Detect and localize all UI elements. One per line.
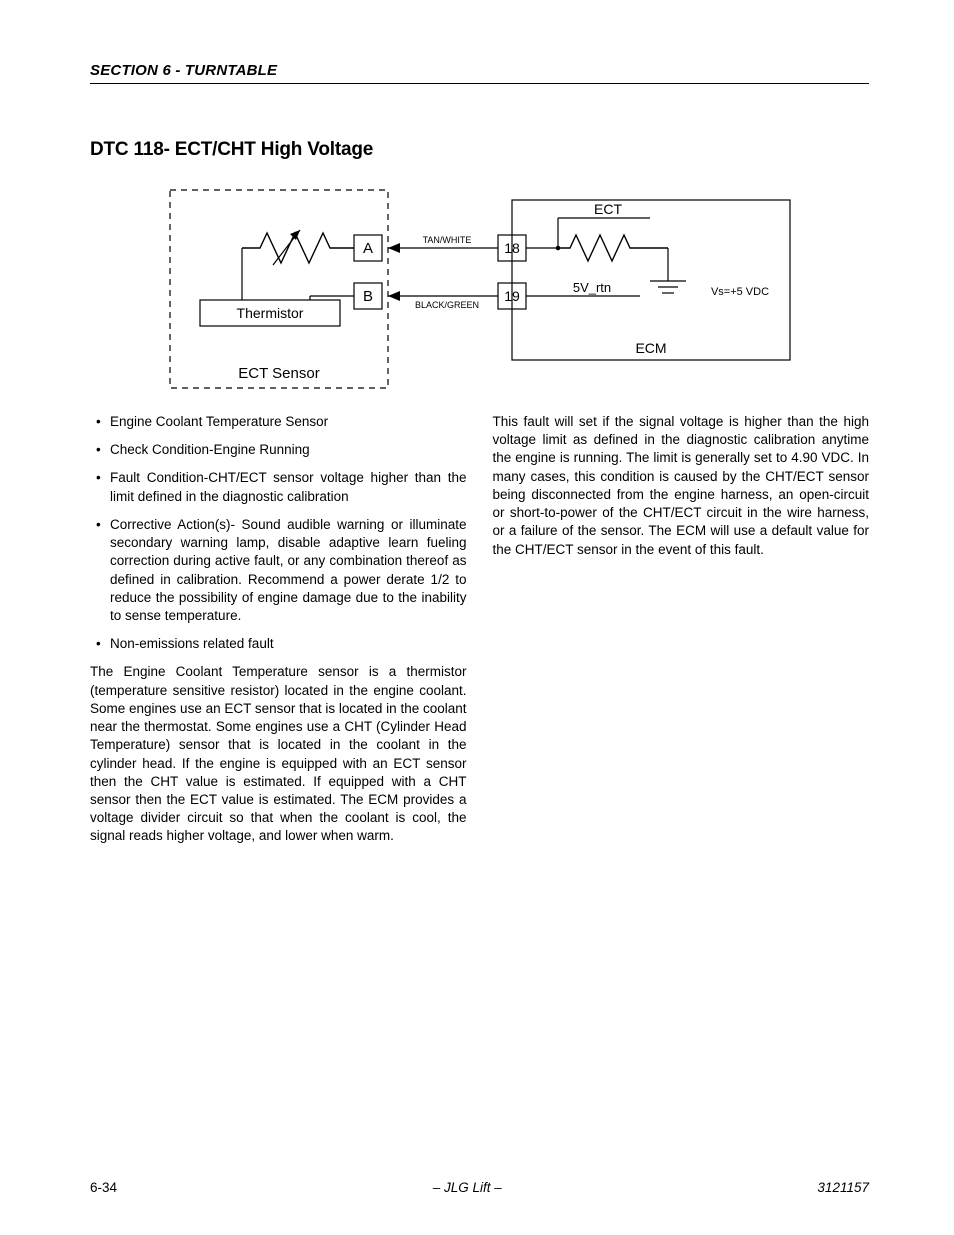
list-item: Engine Coolant Temperature Sensor bbox=[110, 413, 467, 431]
vs-label: Vs=+5 VDC bbox=[710, 286, 768, 298]
list-item: Non-emissions related fault bbox=[110, 635, 467, 653]
circuit-diagram: Thermistor ECT Sensor A B TAN/WHI bbox=[160, 185, 800, 395]
pin-b-label: B bbox=[362, 288, 372, 305]
list-item: Check Condition-Engine Running bbox=[110, 441, 467, 459]
right-column: This fault will set if the signal voltag… bbox=[493, 413, 870, 846]
footer-center: – JLG Lift – bbox=[433, 1180, 502, 1195]
page: SECTION 6 - TURNTABLE DTC 118- ECT/CHT H… bbox=[0, 0, 954, 1235]
pin-a-label: A bbox=[362, 240, 372, 257]
left-paragraph: The Engine Coolant Temperature sensor is… bbox=[90, 663, 467, 845]
list-item: Corrective Action(s)- Sound audible warn… bbox=[110, 516, 467, 625]
wire-bottom-label: BLACK/GREEN bbox=[414, 300, 478, 310]
footer-doc-number: 3121157 bbox=[817, 1180, 869, 1195]
page-title: DTC 118- ECT/CHT High Voltage bbox=[90, 139, 869, 161]
ect-sensor-label: ECT Sensor bbox=[238, 365, 319, 382]
bullet-list: Engine Coolant Temperature Sensor Check … bbox=[90, 413, 467, 653]
ect-net-label: ECT bbox=[594, 201, 622, 217]
section-header: SECTION 6 - TURNTABLE bbox=[90, 62, 869, 79]
list-item: Fault Condition-CHT/ECT sensor voltage h… bbox=[110, 469, 467, 505]
5v-rtn-label: 5V_rtn bbox=[572, 280, 610, 295]
thermistor-label: Thermistor bbox=[236, 305, 303, 321]
page-footer: 6-34 – JLG Lift – 3121157 bbox=[90, 1180, 869, 1195]
body-columns: Engine Coolant Temperature Sensor Check … bbox=[90, 413, 869, 846]
header-rule bbox=[90, 83, 869, 84]
right-paragraph: This fault will set if the signal voltag… bbox=[493, 413, 870, 559]
ecm-label: ECM bbox=[635, 340, 666, 356]
footer-page-number: 6-34 bbox=[90, 1180, 117, 1195]
left-column: Engine Coolant Temperature Sensor Check … bbox=[90, 413, 467, 846]
wire-top-label: TAN/WHITE bbox=[422, 235, 471, 245]
